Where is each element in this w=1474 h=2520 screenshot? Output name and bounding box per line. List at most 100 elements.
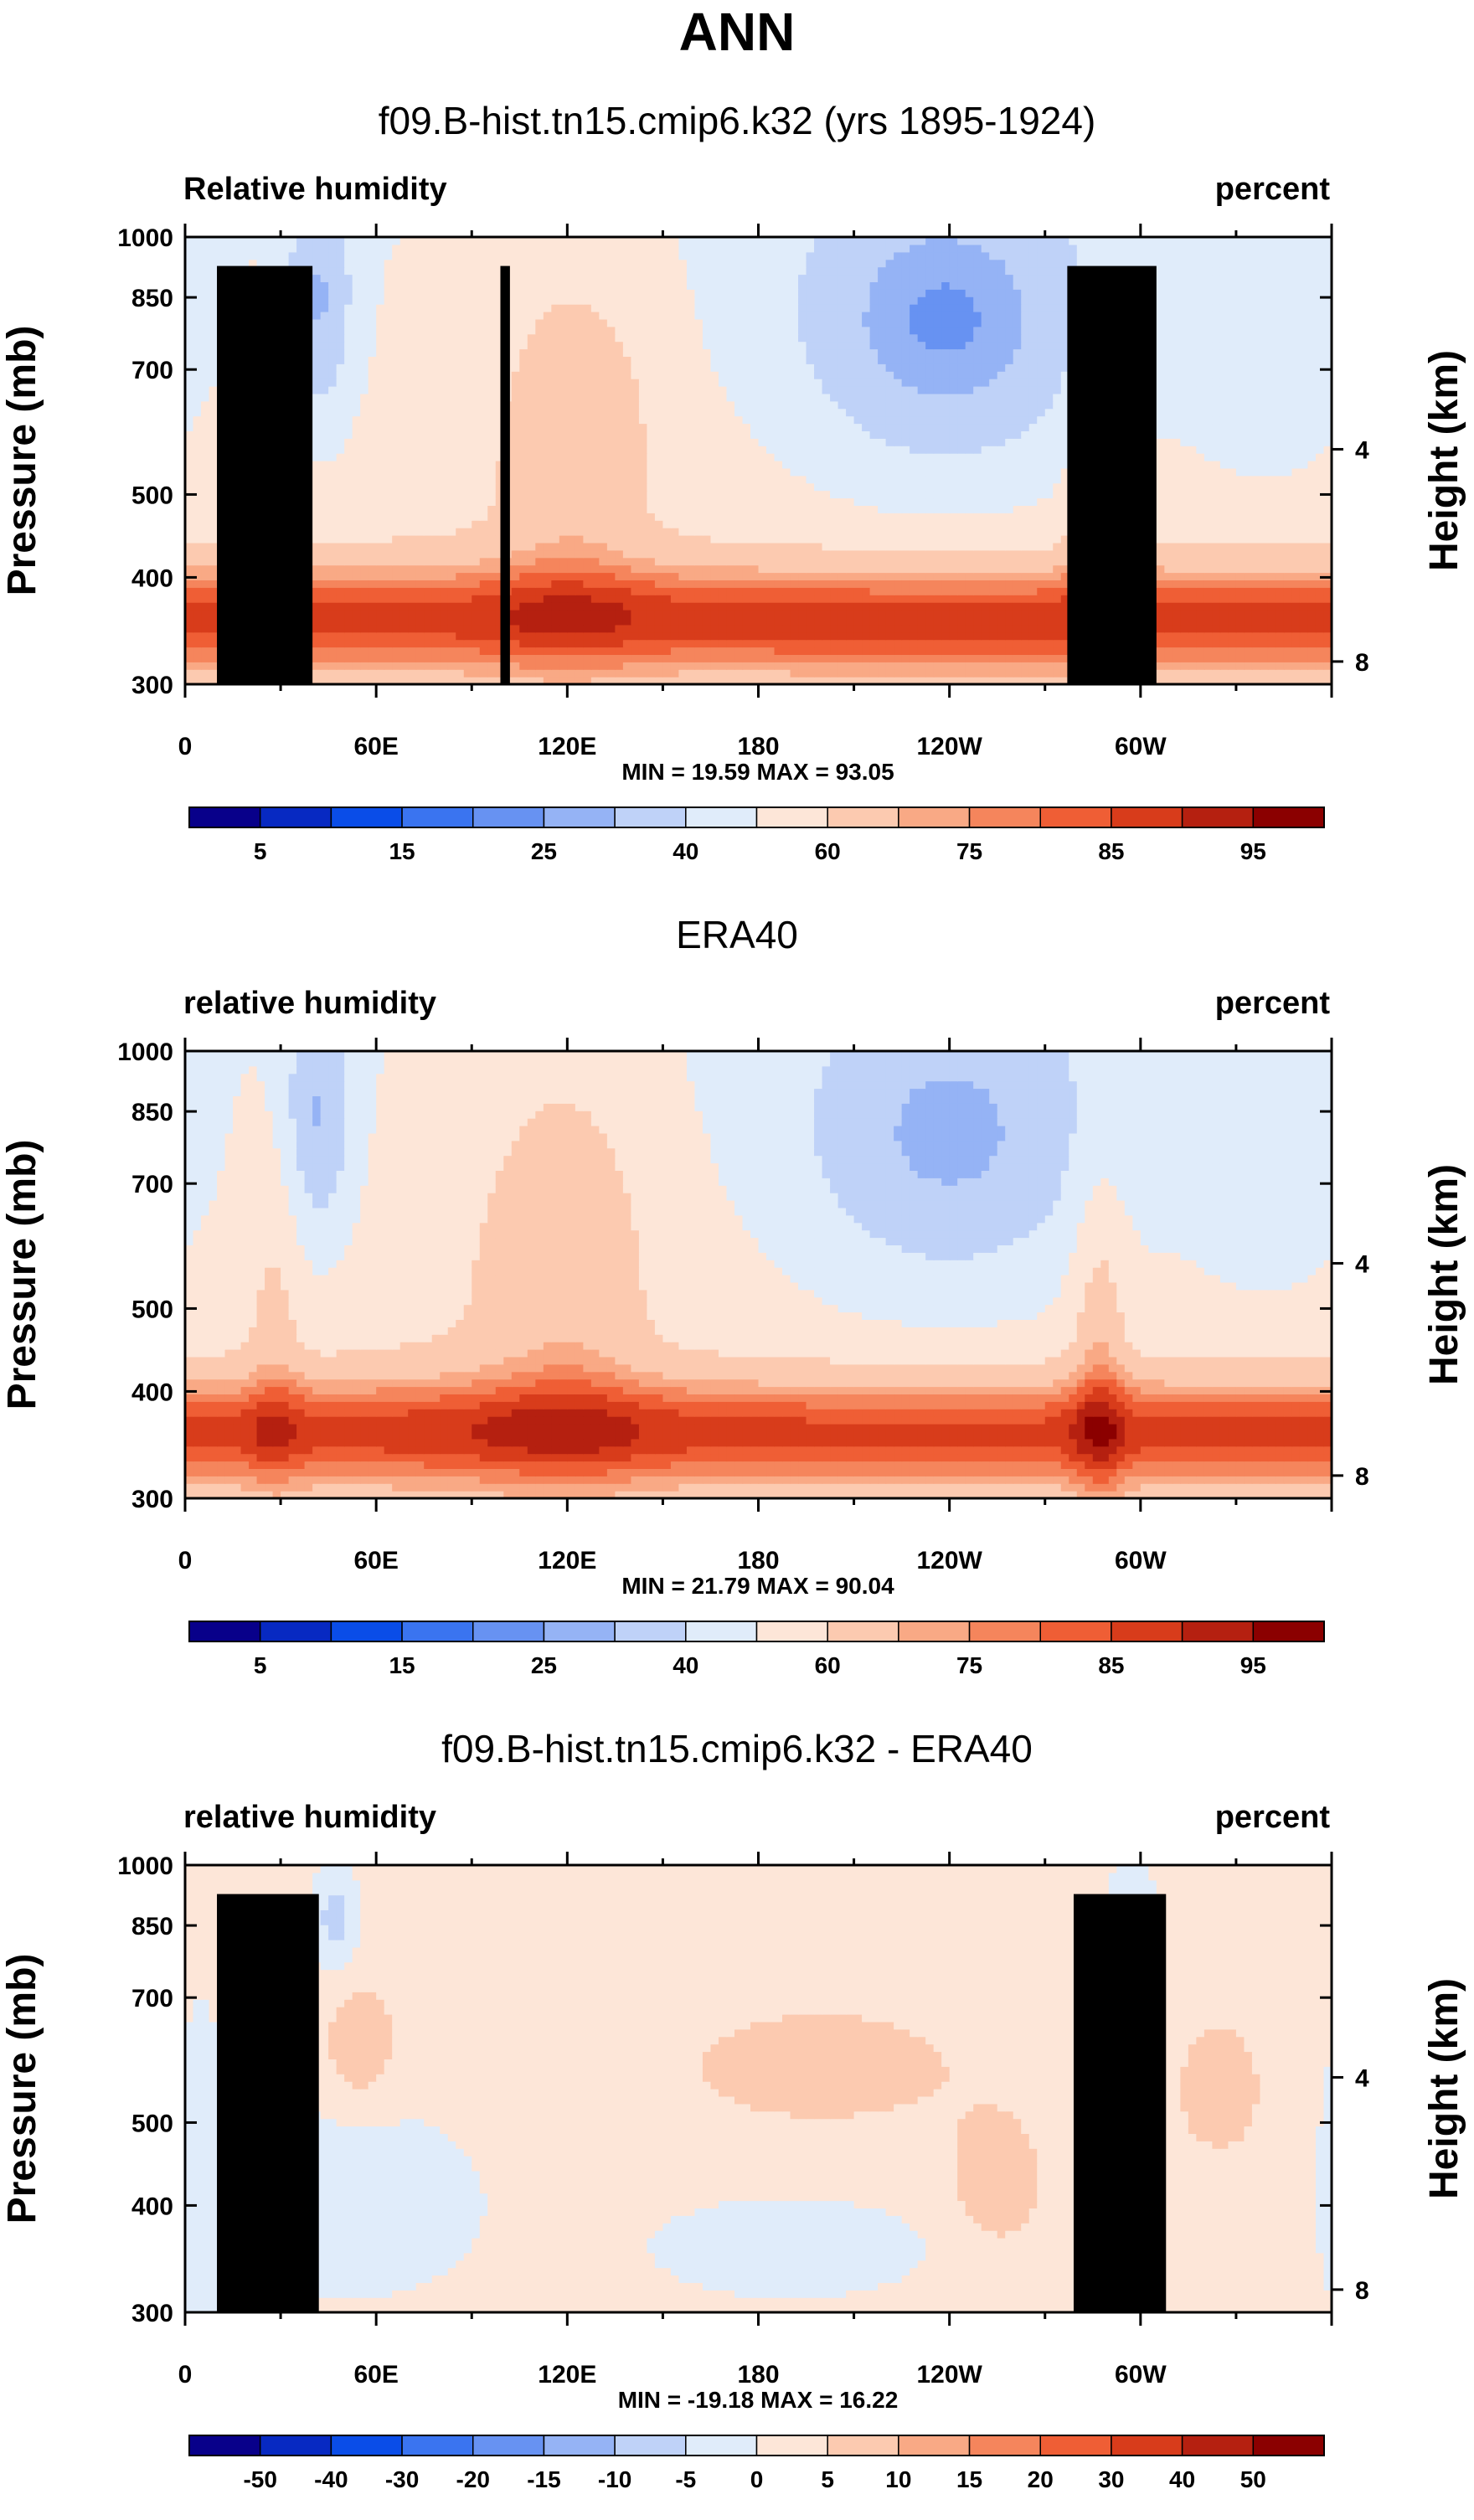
field-cell xyxy=(1268,632,1276,641)
field-cell xyxy=(519,498,528,507)
field-cell xyxy=(376,654,384,662)
field-cell xyxy=(775,654,783,662)
field-cell xyxy=(807,669,815,678)
field-cell xyxy=(1157,580,1165,588)
field-cell xyxy=(1005,558,1013,566)
field-cell xyxy=(384,424,393,432)
field-cell xyxy=(966,468,974,477)
field-cell xyxy=(950,580,958,588)
field-cell xyxy=(894,632,902,641)
field-cell xyxy=(607,580,616,588)
field-cell xyxy=(384,580,393,588)
field-cell xyxy=(678,610,687,618)
field-cell xyxy=(615,468,623,477)
field-cell xyxy=(973,595,982,603)
field-cell xyxy=(408,610,416,618)
field-cell xyxy=(368,602,377,611)
field-cell xyxy=(742,543,750,551)
field-cell xyxy=(1029,662,1038,670)
field-cell xyxy=(567,483,575,492)
field-cell xyxy=(1236,617,1245,626)
field-cell xyxy=(703,498,711,507)
field-cell xyxy=(950,476,958,484)
field-cell xyxy=(535,438,544,446)
field-cell xyxy=(1021,625,1029,633)
field-cell xyxy=(201,610,209,618)
field-cell xyxy=(440,640,448,648)
field-cell xyxy=(591,640,600,648)
field-cell xyxy=(925,558,934,566)
field-cell xyxy=(519,580,528,588)
field-cell xyxy=(201,565,209,574)
field-cell xyxy=(982,610,990,618)
field-cell xyxy=(941,580,950,588)
field-cell xyxy=(807,558,815,566)
field-cell xyxy=(1252,491,1260,499)
field-cell xyxy=(464,617,472,626)
field-cell xyxy=(894,617,902,626)
field-cell xyxy=(1291,520,1300,528)
field-cell xyxy=(982,528,990,536)
field-cell xyxy=(719,483,727,492)
field-cell xyxy=(957,647,966,656)
field-cell xyxy=(312,669,321,678)
field-cell xyxy=(559,453,568,461)
field-cell xyxy=(791,491,799,499)
field-cell xyxy=(791,654,799,662)
field-cell xyxy=(528,558,536,566)
field-cell xyxy=(639,430,647,439)
field-cell xyxy=(1228,543,1236,551)
field-cell xyxy=(1021,640,1029,648)
field-cell xyxy=(989,654,997,662)
field-cell xyxy=(368,483,377,492)
field-cell xyxy=(1228,468,1236,477)
field-cell xyxy=(671,505,679,513)
field-cell xyxy=(989,669,997,678)
field-cell xyxy=(1013,550,1022,559)
field-cell xyxy=(830,505,838,513)
field-cell xyxy=(854,505,863,513)
field-cell xyxy=(782,461,791,469)
field-cell xyxy=(1307,632,1316,641)
field-cell xyxy=(766,483,775,492)
field-cell xyxy=(678,483,687,492)
field-cell xyxy=(1284,461,1292,469)
field-cell xyxy=(512,558,520,566)
field-cell xyxy=(321,587,329,595)
field-cell xyxy=(512,535,520,544)
field-cell xyxy=(544,595,552,603)
field-cell xyxy=(703,528,711,536)
field-cell xyxy=(631,617,639,626)
field-cell xyxy=(456,632,464,641)
field-cell xyxy=(870,505,879,513)
field-cell xyxy=(487,505,496,513)
field-cell xyxy=(416,543,425,551)
field-cell xyxy=(878,550,886,559)
field-cell xyxy=(360,491,368,499)
field-cell xyxy=(1220,483,1229,492)
field-cell xyxy=(886,558,894,566)
field-cell xyxy=(551,617,559,626)
field-cell xyxy=(424,640,432,648)
field-cell xyxy=(575,476,584,484)
field-cell xyxy=(408,453,416,461)
field-cell xyxy=(201,669,209,678)
field-cell xyxy=(528,438,536,446)
field-cell xyxy=(639,543,647,551)
field-cell xyxy=(519,513,528,521)
field-cell xyxy=(687,461,695,469)
field-cell xyxy=(440,438,448,446)
field-cell xyxy=(1180,587,1188,595)
field-cell xyxy=(528,505,536,513)
field-cell xyxy=(599,580,607,588)
field-cell xyxy=(209,550,218,559)
field-cell xyxy=(575,669,584,678)
field-cell xyxy=(1053,587,1061,595)
field-cell xyxy=(807,483,815,492)
field-cell xyxy=(710,520,719,528)
field-cell xyxy=(353,520,361,528)
field-cell xyxy=(830,476,838,484)
field-cell xyxy=(1204,632,1213,641)
field-cell xyxy=(838,513,847,521)
field-cell xyxy=(551,430,559,439)
